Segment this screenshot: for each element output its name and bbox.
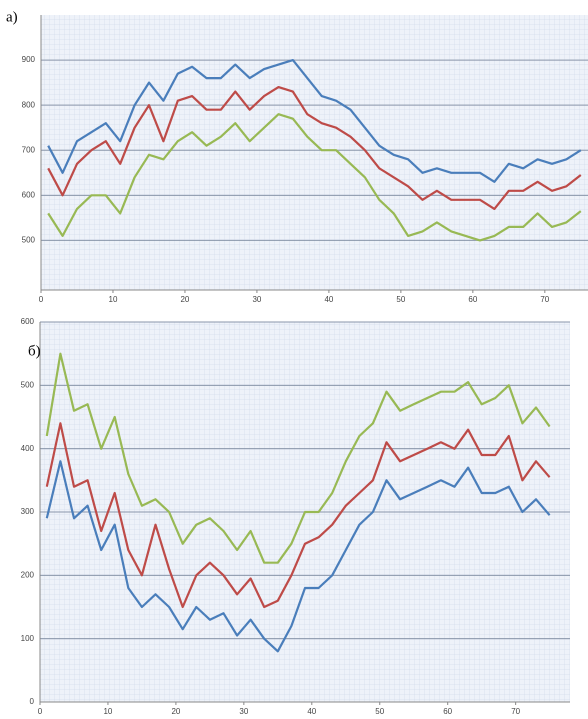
series-line [47,86,582,210]
x-tick-label: 60 [443,707,452,716]
series-line [47,59,582,183]
y-tick-label: 900 [22,55,36,64]
y-tick-label: 500 [22,236,36,245]
x-tick-label: 50 [396,295,405,304]
x-tick-label: 70 [540,295,549,304]
x-tick-label: 60 [468,295,477,304]
x-tick-label: 20 [180,295,189,304]
y-tick-label: 100 [21,634,35,643]
y-tick-label: 800 [22,100,36,109]
x-tick-label: 40 [324,295,333,304]
y-tick-label: 200 [21,570,35,579]
x-tick-label: 30 [239,707,248,716]
x-tick-label: 30 [252,295,261,304]
x-tick-label: 10 [103,707,112,716]
y-tick-label: 0 [30,697,35,706]
x-tick-label: 40 [307,707,316,716]
x-tick-label: 70 [511,707,520,716]
y-tick-label: 600 [21,317,35,326]
panel-label: б) [28,343,41,359]
series-line [45,352,551,564]
panel-label: а) [6,9,18,25]
y-tick-label: 500 [21,380,35,389]
x-tick-label: 0 [38,707,43,716]
y-tick-label: 300 [21,507,35,516]
plot-area [41,15,588,290]
x-tick-label: 20 [171,707,180,716]
y-tick-label: 600 [22,190,36,199]
series-line [47,113,582,242]
y-tick-label: 700 [22,145,36,154]
series-line [45,422,551,609]
x-tick-label: 50 [375,707,384,716]
series-line [45,460,551,653]
x-tick-label: 10 [109,295,118,304]
x-tick-label: 0 [39,295,44,304]
y-tick-label: 400 [21,444,35,453]
